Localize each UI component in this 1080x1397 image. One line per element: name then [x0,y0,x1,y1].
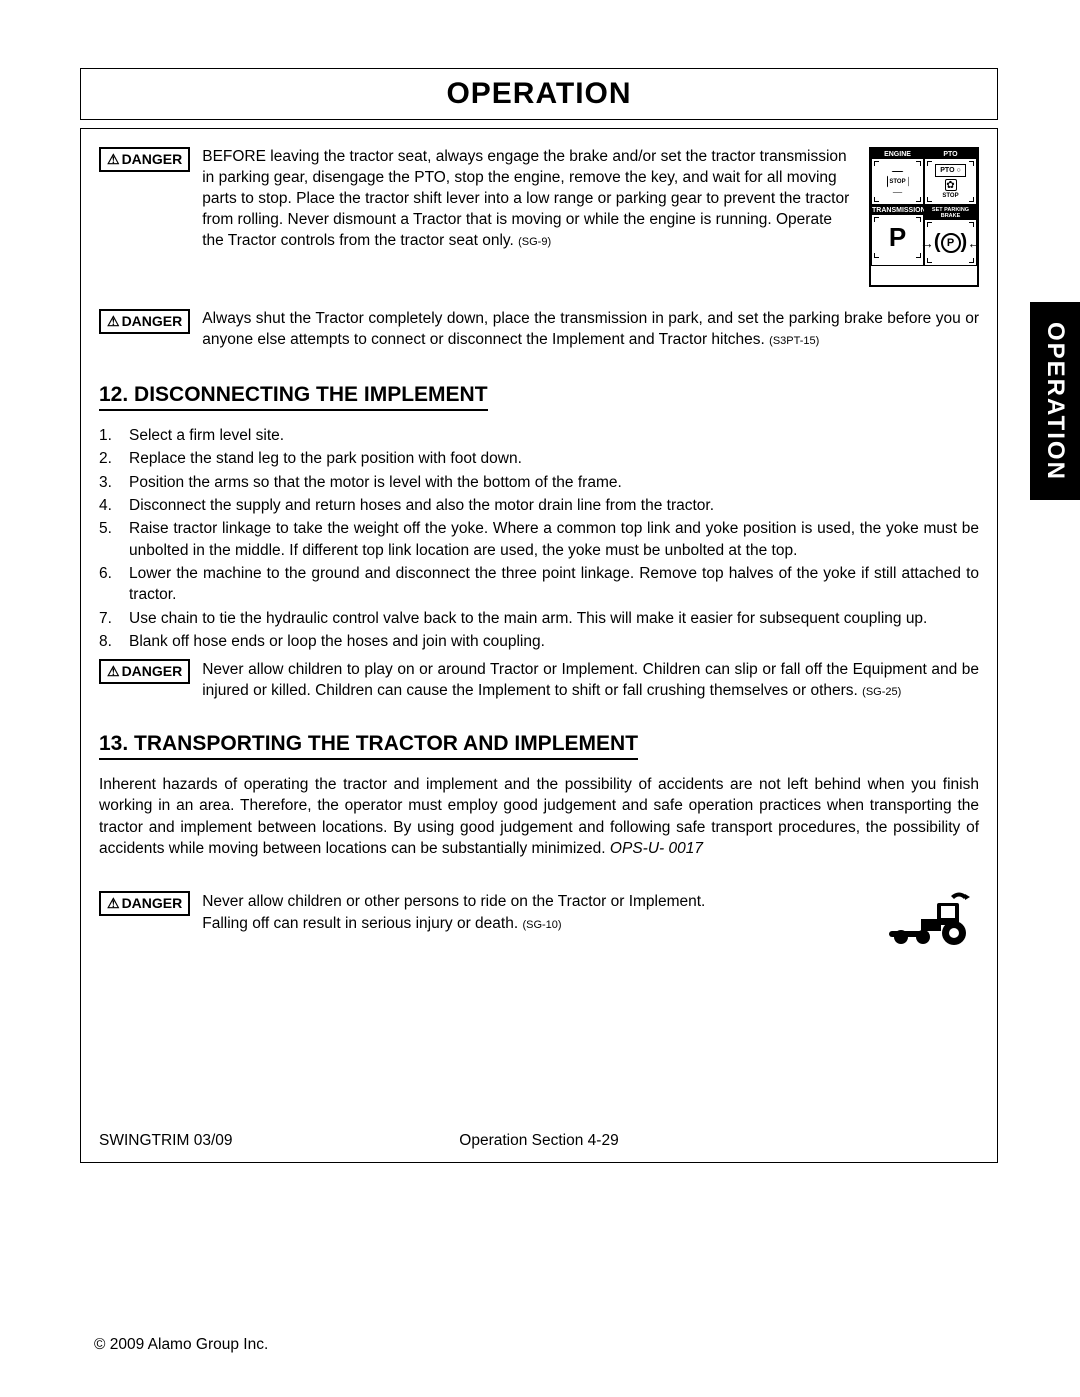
section-12-list: Select a firm level site. Replace the st… [99,425,979,653]
footer-center: Operation Section 4-29 [389,1132,688,1150]
danger-block-2-text: Always shut the Tractor completely down,… [202,309,979,351]
pto-small-box: PTO○ [935,164,966,177]
list-item: Select a firm level site. [99,425,979,446]
page-title: OPERATION [446,77,631,110]
parking-brake-icon: →(P)← [920,231,981,254]
footer-left: SWINGTRIM 03/09 [99,1132,389,1150]
ref-sg9: (SG-9) [518,236,551,248]
danger-block-1-text: BEFORE leaving the tractor seat, always … [202,147,857,252]
danger-block-4-text: Never allow children or other persons to… [202,891,867,934]
page-title-box: OPERATION [80,68,998,120]
danger-label: DANGER [99,309,190,334]
list-item: Blank off hose ends or loop the hoses an… [99,631,979,652]
diagram-brake-label: SET PARKING BRAKE [925,206,976,220]
stop-icon: STOP [887,171,909,193]
danger-block-2: DANGER Always shut the Tractor completel… [99,309,979,351]
danger-block-3-text: Never allow children to play on or aroun… [202,659,979,702]
footer: SWINGTRIM 03/09 Operation Section 4-29 [99,1132,979,1150]
list-item: Lower the machine to the ground and disc… [99,563,979,606]
danger-label: DANGER [99,147,190,172]
list-item: Replace the stand leg to the park positi… [99,448,979,469]
gear-icon: ✿ [945,179,957,191]
list-item: Position the arms so that the motor is l… [99,472,979,493]
list-item: Raise tractor linkage to take the weight… [99,518,979,561]
danger-label: DANGER [99,659,190,684]
section-13-heading: 13. TRANSPORTING THE TRACTOR AND IMPLEME… [99,732,638,760]
danger-block-3: DANGER Never allow children to play on o… [99,659,979,702]
danger-block-4: DANGER Never allow children or other per… [99,891,979,946]
diagram-transmission-label: TRANSMISSION [872,206,923,215]
section-13-para: Inherent hazards of operating the tracto… [99,774,979,860]
ref-sg10: (SG-10) [522,919,561,931]
danger-block-1: DANGER BEFORE leaving the tractor seat, … [99,147,979,287]
diagram-pto-label: PTO [925,150,976,159]
side-tab: OPERATION [1030,302,1080,500]
danger-label: DANGER [99,891,190,916]
p-letter: P [889,222,906,253]
safety-diagram: ENGINE STOP PTO PTO○ ✿ STOP [869,147,979,287]
ref-sg25: (SG-25) [862,686,901,698]
section-12-heading: 12. DISCONNECTING THE IMPLEMENT [99,383,488,411]
copyright: © 2009 Alamo Group Inc. [94,1336,268,1354]
tractor-icon [879,891,979,946]
diagram-engine-label: ENGINE [872,150,923,159]
content-frame: DANGER BEFORE leaving the tractor seat, … [80,128,998,1163]
ref-s3pt15: (S3PT-15) [769,335,819,347]
side-tab-text: OPERATION [1041,322,1069,481]
ref-opsu: OPS-U- 0017 [610,840,703,857]
list-item: Use chain to tie the hydraulic control v… [99,608,979,629]
list-item: Disconnect the supply and return hoses a… [99,495,979,516]
